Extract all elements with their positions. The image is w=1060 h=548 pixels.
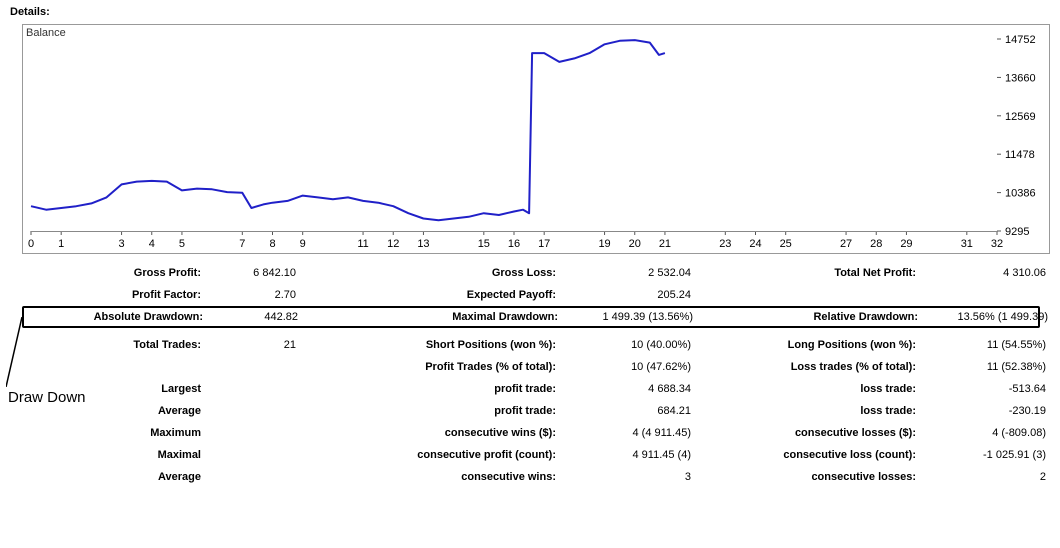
- stats-row: Maximum consecutive wins ($):4 (4 911.45)…: [22, 422, 1040, 444]
- svg-text:20: 20: [629, 238, 641, 250]
- stats-value: 4 688.34: [562, 383, 697, 395]
- stats-label: Total Trades:: [22, 339, 207, 351]
- stats-label: Profit Factor:: [22, 289, 207, 301]
- stats-row: Maximal consecutive profit (count):4 911.…: [22, 444, 1040, 466]
- stats-row: Absolute Drawdown:442.82Maximal Drawdown…: [22, 306, 1040, 328]
- stats-label: Profit Trades (% of total):: [302, 361, 562, 373]
- stats-label: Gross Loss:: [302, 267, 562, 279]
- stats-value: 21: [207, 339, 302, 351]
- svg-text:32: 32: [991, 238, 1003, 250]
- stats-label: consecutive wins:: [302, 471, 562, 483]
- stats-label: Absolute Drawdown:: [24, 311, 209, 323]
- svg-text:13660: 13660: [1005, 72, 1036, 84]
- stats-label: consecutive losses:: [697, 471, 922, 483]
- svg-text:29: 29: [900, 238, 912, 250]
- balance-chart-label: Balance: [26, 27, 66, 39]
- stats-value: 4 (4 911.45): [562, 427, 697, 439]
- stats-label: Average: [22, 405, 207, 417]
- stats-row: Gross Profit:6 842.10Gross Loss:2 532.04…: [22, 262, 1040, 284]
- svg-text:16: 16: [508, 238, 520, 250]
- stats-value: -513.64: [922, 383, 1052, 395]
- stats-label: Maximum: [22, 427, 207, 439]
- stats-value: 4 911.45 (4): [562, 449, 697, 461]
- stats-label: profit trade:: [302, 405, 562, 417]
- stats-value: -230.19: [922, 405, 1052, 417]
- balance-chart-svg: 9295103861147812569136601475201345789111…: [23, 25, 1049, 253]
- stats-row: Largestprofit trade:4 688.34loss trade:-…: [22, 378, 1040, 400]
- svg-text:27: 27: [840, 238, 852, 250]
- stats-label: Relative Drawdown:: [699, 311, 924, 323]
- stats-value: 1 499.39 (13.56%): [564, 311, 699, 323]
- stats-label: Expected Payoff:: [302, 289, 562, 301]
- stats-label: Gross Profit:: [22, 267, 207, 279]
- svg-text:28: 28: [870, 238, 882, 250]
- svg-text:17: 17: [538, 238, 550, 250]
- stats-value: 10 (40.00%): [562, 339, 697, 351]
- svg-text:10386: 10386: [1005, 188, 1036, 200]
- stats-row: Profit Factor:2.70Expected Payoff:205.24: [22, 284, 1040, 306]
- svg-text:19: 19: [598, 238, 610, 250]
- balance-chart: Balance 92951038611478125691366014752013…: [22, 24, 1050, 254]
- stats-label: loss trade:: [697, 383, 922, 395]
- stats-value: 11 (52.38%): [922, 361, 1052, 373]
- svg-text:21: 21: [659, 238, 671, 250]
- stats-value: 4 (-809.08): [922, 427, 1052, 439]
- stats-label: Short Positions (won %):: [302, 339, 562, 351]
- stats-label: profit trade:: [302, 383, 562, 395]
- stats-value: -1 025.91 (3): [922, 449, 1052, 461]
- stats-label: consecutive profit (count):: [302, 449, 562, 461]
- stats-row: Profit Trades (% of total):10 (47.62%)Lo…: [22, 356, 1040, 378]
- svg-text:24: 24: [749, 238, 761, 250]
- stats-value: 3: [562, 471, 697, 483]
- svg-text:12: 12: [387, 238, 399, 250]
- stats-value: 442.82: [209, 311, 304, 323]
- stats-value: 4 310.06: [922, 267, 1052, 279]
- svg-text:9295: 9295: [1005, 226, 1029, 238]
- svg-text:13: 13: [417, 238, 429, 250]
- svg-text:25: 25: [780, 238, 792, 250]
- svg-text:12569: 12569: [1005, 111, 1036, 123]
- svg-text:7: 7: [239, 238, 245, 250]
- stats-label: loss trade:: [697, 405, 922, 417]
- svg-text:31: 31: [961, 238, 973, 250]
- svg-text:23: 23: [719, 238, 731, 250]
- svg-text:1: 1: [58, 238, 64, 250]
- stats-row: Average consecutive wins:3consecutive los…: [22, 466, 1040, 488]
- stats-value: 2 532.04: [562, 267, 697, 279]
- stats-value: 13.56% (1 499.39): [924, 311, 1054, 323]
- drawdown-callout-text: Draw Down: [8, 389, 86, 406]
- stats-label: consecutive wins ($):: [302, 427, 562, 439]
- stats-label: Total Net Profit:: [697, 267, 922, 279]
- stats-label: consecutive loss (count):: [697, 449, 922, 461]
- stats-row: Total Trades:21Short Positions (won %):1…: [22, 334, 1040, 356]
- stats-table: Gross Profit:6 842.10Gross Loss:2 532.04…: [22, 262, 1040, 488]
- stats-value: 205.24: [562, 289, 697, 301]
- svg-text:5: 5: [179, 238, 185, 250]
- svg-text:4: 4: [149, 238, 155, 250]
- stats-value: 2: [922, 471, 1052, 483]
- stats-value: 10 (47.62%): [562, 361, 697, 373]
- stats-label: Maximal Drawdown:: [304, 311, 564, 323]
- details-header: Details:: [0, 0, 1060, 22]
- drawdown-callout-line: [6, 317, 22, 387]
- svg-text:9: 9: [300, 238, 306, 250]
- stats-label: Maximal: [22, 449, 207, 461]
- stats-value: 6 842.10: [207, 267, 302, 279]
- svg-text:11: 11: [357, 238, 368, 250]
- svg-text:11478: 11478: [1005, 149, 1035, 161]
- stats-row: Averageprofit trade:684.21loss trade:-23…: [22, 400, 1040, 422]
- svg-text:0: 0: [28, 238, 34, 250]
- stats-value: 684.21: [562, 405, 697, 417]
- svg-text:15: 15: [478, 238, 490, 250]
- stats-label: Average: [22, 471, 207, 483]
- svg-text:3: 3: [119, 238, 125, 250]
- stats-label: Long Positions (won %):: [697, 339, 922, 351]
- stats-value: 2.70: [207, 289, 302, 301]
- svg-text:14752: 14752: [1005, 34, 1036, 46]
- stats-value: 11 (54.55%): [922, 339, 1052, 351]
- svg-text:8: 8: [269, 238, 275, 250]
- stats-label: Loss trades (% of total):: [697, 361, 922, 373]
- stats-label: consecutive losses ($):: [697, 427, 922, 439]
